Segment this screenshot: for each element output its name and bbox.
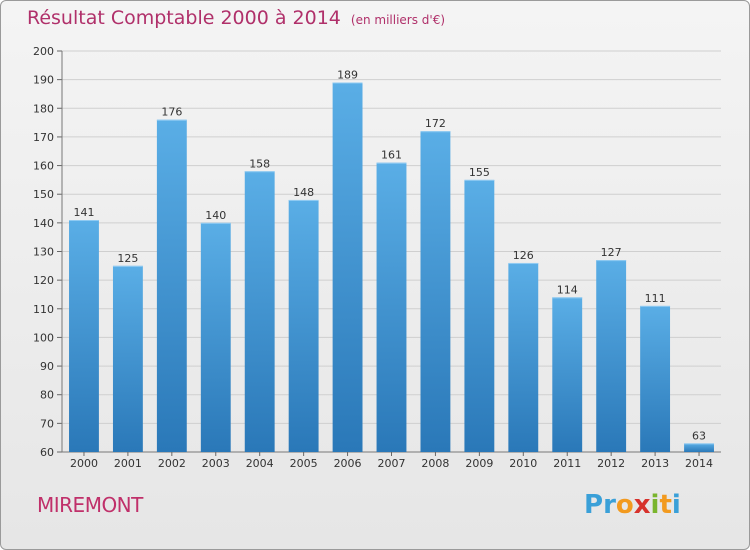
- data-label-2005: 148: [293, 186, 314, 199]
- labels: 60 70 80 90 100 110 120 130 140 150 160 170 180 190 20…: [33, 45, 713, 470]
- logo-letter: o: [615, 490, 634, 520]
- y-tick-label: 60: [40, 446, 54, 459]
- proxiti-logo: Proxiti: [584, 490, 681, 520]
- y-tick-label: 100: [33, 331, 54, 344]
- x-tick-label: 2009: [465, 457, 493, 470]
- bar-2007: [376, 162, 407, 452]
- bar-2011: [552, 297, 583, 452]
- y-tick-label: 140: [33, 217, 54, 230]
- y-tick-label: 200: [33, 45, 54, 58]
- title-row: Résultat Comptable 2000 à 2014 (en milli…: [27, 7, 445, 29]
- y-tick-label: 80: [40, 389, 54, 402]
- bar-chart: 60 70 80 90 100 110 120 130 140 150 160 170 180 190 20…: [33, 45, 721, 470]
- y-tick-label: 190: [33, 74, 54, 87]
- bar-2005: [288, 199, 319, 452]
- y-tick-label: 180: [33, 102, 54, 115]
- data-label-2003: 140: [205, 209, 226, 222]
- data-label-2002: 176: [161, 106, 182, 119]
- bar-2010: [508, 262, 539, 452]
- bar-2001: [112, 265, 143, 452]
- bar-2002: [156, 119, 187, 452]
- data-label-2008: 172: [425, 117, 446, 130]
- data-label-2014: 63: [692, 429, 706, 442]
- x-tick-label: 2003: [202, 457, 230, 470]
- x-tick-label: 2001: [114, 457, 142, 470]
- logo-letter: P: [584, 490, 604, 520]
- data-label-2004: 158: [249, 157, 270, 170]
- data-label-2013: 111: [645, 292, 666, 305]
- x-tick-label: 2004: [246, 457, 274, 470]
- x-tick-label: 2014: [685, 457, 713, 470]
- data-label-2011: 114: [557, 283, 578, 296]
- data-label-2009: 155: [469, 166, 490, 179]
- logo-letter: i: [650, 490, 660, 520]
- x-tick-label: 2010: [509, 457, 537, 470]
- y-tick-label: 130: [33, 246, 54, 259]
- x-tick-label: 2005: [290, 457, 318, 470]
- city-name: MIREMONT: [37, 493, 143, 517]
- data-label-2001: 125: [117, 252, 138, 265]
- bar-2014: [684, 443, 714, 452]
- chart-unit: (en milliers d'€): [350, 13, 446, 27]
- x-tick-label: 2008: [421, 457, 449, 470]
- bar-2012: [596, 260, 627, 452]
- y-tick-label: 110: [33, 303, 54, 316]
- x-tick-label: 2007: [378, 457, 406, 470]
- logo-letter: x: [633, 490, 651, 520]
- data-label-2006: 189: [337, 69, 358, 82]
- bar-2008: [420, 131, 451, 452]
- bar-2000: [69, 219, 99, 452]
- logo-letter: r: [603, 490, 616, 520]
- y-tick-label: 160: [33, 160, 54, 173]
- bar-2013: [640, 305, 671, 452]
- y-tick-label: 90: [40, 360, 54, 373]
- data-label-2007: 161: [381, 149, 402, 162]
- bars: [69, 82, 714, 453]
- bar-2004: [244, 171, 275, 453]
- y-tick-label: 120: [33, 274, 54, 287]
- logo-letter: t: [659, 490, 672, 520]
- y-tick-label: 70: [40, 417, 54, 430]
- chart-title: Résultat Comptable 2000 à 2014: [27, 7, 341, 29]
- data-label-2000: 141: [73, 206, 94, 219]
- logo-letter: i: [671, 490, 681, 520]
- x-tick-label: 2013: [641, 457, 669, 470]
- x-tick-label: 2006: [334, 457, 362, 470]
- x-tick-label: 2011: [553, 457, 581, 470]
- x-tick-label: 2000: [70, 457, 98, 470]
- y-tick-label: 170: [33, 131, 54, 144]
- bar-2003: [200, 222, 231, 452]
- data-label-2010: 126: [513, 249, 534, 262]
- bar-2006: [332, 82, 363, 452]
- bar-2009: [464, 179, 495, 452]
- x-tick-label: 2002: [158, 457, 186, 470]
- x-tick-label: 2012: [597, 457, 625, 470]
- data-label-2012: 127: [601, 246, 622, 259]
- y-tick-label: 150: [33, 188, 54, 201]
